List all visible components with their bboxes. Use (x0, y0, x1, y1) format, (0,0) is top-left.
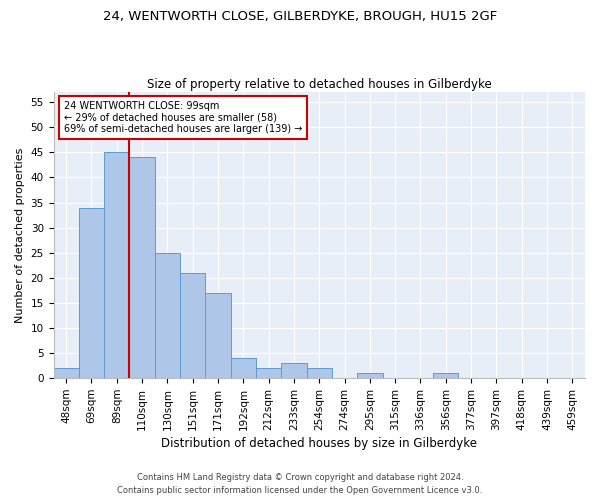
X-axis label: Distribution of detached houses by size in Gilberdyke: Distribution of detached houses by size … (161, 437, 477, 450)
Text: 24, WENTWORTH CLOSE, GILBERDYKE, BROUGH, HU15 2GF: 24, WENTWORTH CLOSE, GILBERDYKE, BROUGH,… (103, 10, 497, 23)
Bar (53, 368, 79, 378)
Bar (281, 363, 307, 378)
Title: Size of property relative to detached houses in Gilberdyke: Size of property relative to detached ho… (147, 78, 491, 91)
Text: 24 WENTWORTH CLOSE: 99sqm
← 29% of detached houses are smaller (58)
69% of semi-: 24 WENTWORTH CLOSE: 99sqm ← 29% of detac… (64, 100, 302, 134)
Text: Contains HM Land Registry data © Crown copyright and database right 2024.
Contai: Contains HM Land Registry data © Crown c… (118, 474, 482, 495)
Bar (79, 208, 104, 378)
Bar (180, 273, 205, 378)
Bar (130, 158, 155, 378)
Bar (205, 293, 230, 378)
Bar (104, 152, 130, 378)
Bar (357, 373, 383, 378)
Y-axis label: Number of detached properties: Number of detached properties (15, 148, 25, 323)
Bar (230, 358, 256, 378)
Bar (256, 368, 281, 378)
Bar (155, 253, 180, 378)
Bar (433, 373, 458, 378)
Bar (307, 368, 332, 378)
